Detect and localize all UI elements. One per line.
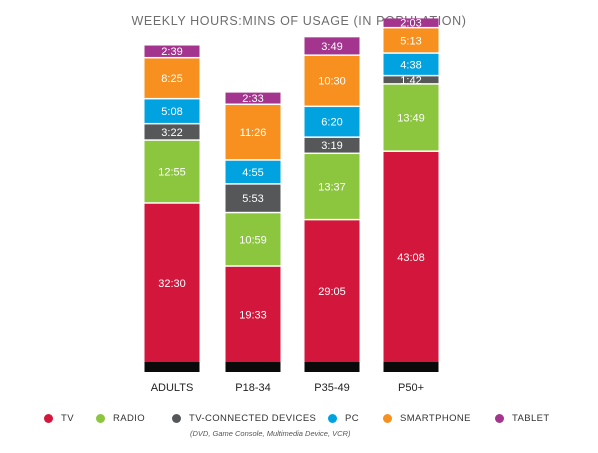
data-label-p18-34-radio: 10:59 — [239, 234, 267, 246]
category-label-p50: P50+ — [398, 382, 424, 394]
bar-p50-tablet — [383, 18, 439, 27]
bar-p50-pc — [383, 53, 439, 75]
legend-swatch-tablet — [495, 414, 504, 423]
data-label-p35-49-tablet: 3:49 — [321, 41, 342, 53]
data-label-adults-pc: 5:08 — [161, 106, 182, 118]
legend-label-tv-connected-devices: TV-CONNECTED DEVICES — [189, 413, 317, 424]
bar-adults-pc — [144, 99, 200, 123]
bar-p18-34-smartphone — [225, 105, 281, 160]
legend-swatch-tv — [44, 414, 53, 423]
bar-base-p50 — [383, 362, 439, 372]
bar-p50-tv-connected-devices — [383, 76, 439, 84]
data-label-adults-smartphone: 8:25 — [161, 73, 182, 85]
legend-label-pc: PC — [345, 413, 359, 424]
bar-adults-tv-connected-devices — [144, 124, 200, 140]
bar-p35-49-pc — [304, 107, 360, 137]
bar-p35-49-tv-connected-devices — [304, 137, 360, 153]
data-label-p50-tv-connected-devices: 1:42 — [400, 75, 421, 87]
bar-adults-smartphone — [144, 58, 200, 98]
bar-p35-49-tablet — [304, 37, 360, 55]
legend-label-tv: TV — [61, 413, 74, 424]
data-label-p35-49-pc: 6:20 — [321, 117, 342, 129]
legend: TV RADIO TV-CONNECTED DEVICES PC SMARTPH… — [0, 413, 598, 453]
data-label-p50-tablet: 2:03 — [400, 18, 421, 30]
legend-swatch-pc — [328, 414, 337, 423]
legend-swatch-tv-connected-devices — [172, 414, 181, 423]
bar-p18-34-tv-connected-devices — [225, 184, 281, 212]
data-label-adults-tv: 32:30 — [158, 278, 186, 290]
data-label-p50-radio: 13:49 — [397, 113, 425, 125]
category-label-adults: ADULTS — [151, 382, 194, 394]
legend-item-tv-connected-devices: TV-CONNECTED DEVICES — [172, 413, 316, 424]
bar-p35-49-smartphone — [304, 55, 360, 106]
legend-item-radio: RADIO — [96, 413, 145, 424]
data-label-p18-34-pc: 4:55 — [242, 167, 263, 179]
data-label-adults-tablet: 2:39 — [161, 46, 182, 58]
bar-p50-tv — [383, 151, 439, 362]
bar-p18-34-radio — [225, 213, 281, 266]
bar-base-p18-34 — [225, 362, 281, 372]
bar-p35-49-radio — [304, 154, 360, 219]
data-label-p35-49-smartphone: 10:30 — [318, 76, 346, 88]
legend-item-smartphone: SMARTPHONE — [383, 413, 471, 424]
data-label-adults-radio: 12:55 — [158, 167, 186, 179]
legend-item-tablet: TABLET — [495, 413, 550, 424]
legend-label-tablet: TABLET — [512, 413, 550, 424]
category-label-p35-49: P35-49 — [314, 382, 349, 394]
bar-p18-34-tv — [225, 266, 281, 362]
data-label-p50-pc: 4:38 — [400, 59, 421, 71]
legend-item-pc: PC — [328, 413, 359, 424]
legend-label-smartphone: SMARTPHONE — [400, 413, 471, 424]
bar-adults-tablet — [144, 45, 200, 57]
data-label-p35-49-radio: 13:37 — [318, 181, 346, 193]
legend-swatch-radio — [96, 414, 105, 423]
bar-adults-tv — [144, 203, 200, 362]
data-label-p18-34-tv: 19:33 — [239, 309, 267, 321]
chart-title: WEEKLY HOURS:MINS OF USAGE (IN POPULATIO… — [131, 14, 467, 28]
data-label-p18-34-tv-connected-devices: 5:53 — [242, 193, 263, 205]
data-label-p50-tv: 43:08 — [397, 252, 425, 264]
bar-p18-34-pc — [225, 160, 281, 184]
bar-adults-radio — [144, 140, 200, 203]
legend-label-radio: RADIO — [113, 413, 146, 424]
data-label-adults-tv-connected-devices: 3:22 — [161, 127, 182, 139]
bar-base-adults — [144, 362, 200, 372]
data-label-p50-smartphone: 5:13 — [400, 35, 421, 47]
data-label-p35-49-tv-connected-devices: 3:19 — [321, 140, 342, 152]
category-label-p18-34: P18-34 — [235, 382, 270, 394]
legend-note: (DVD, Game Console, Multimedia Device, V… — [190, 429, 351, 438]
bar-base-p35-49 — [304, 362, 360, 372]
data-label-p18-34-tablet: 2:33 — [242, 93, 263, 105]
legend-swatch-smartphone — [383, 414, 392, 423]
bar-p50-radio — [383, 84, 439, 151]
data-label-p18-34-smartphone: 11:26 — [240, 127, 267, 139]
bar-p18-34-tablet — [225, 92, 281, 104]
data-label-p35-49-tv: 29:05 — [318, 286, 346, 298]
bar-p35-49-tv — [304, 220, 360, 362]
bar-p50-smartphone — [383, 28, 439, 53]
legend-item-tv: TV — [44, 413, 74, 424]
